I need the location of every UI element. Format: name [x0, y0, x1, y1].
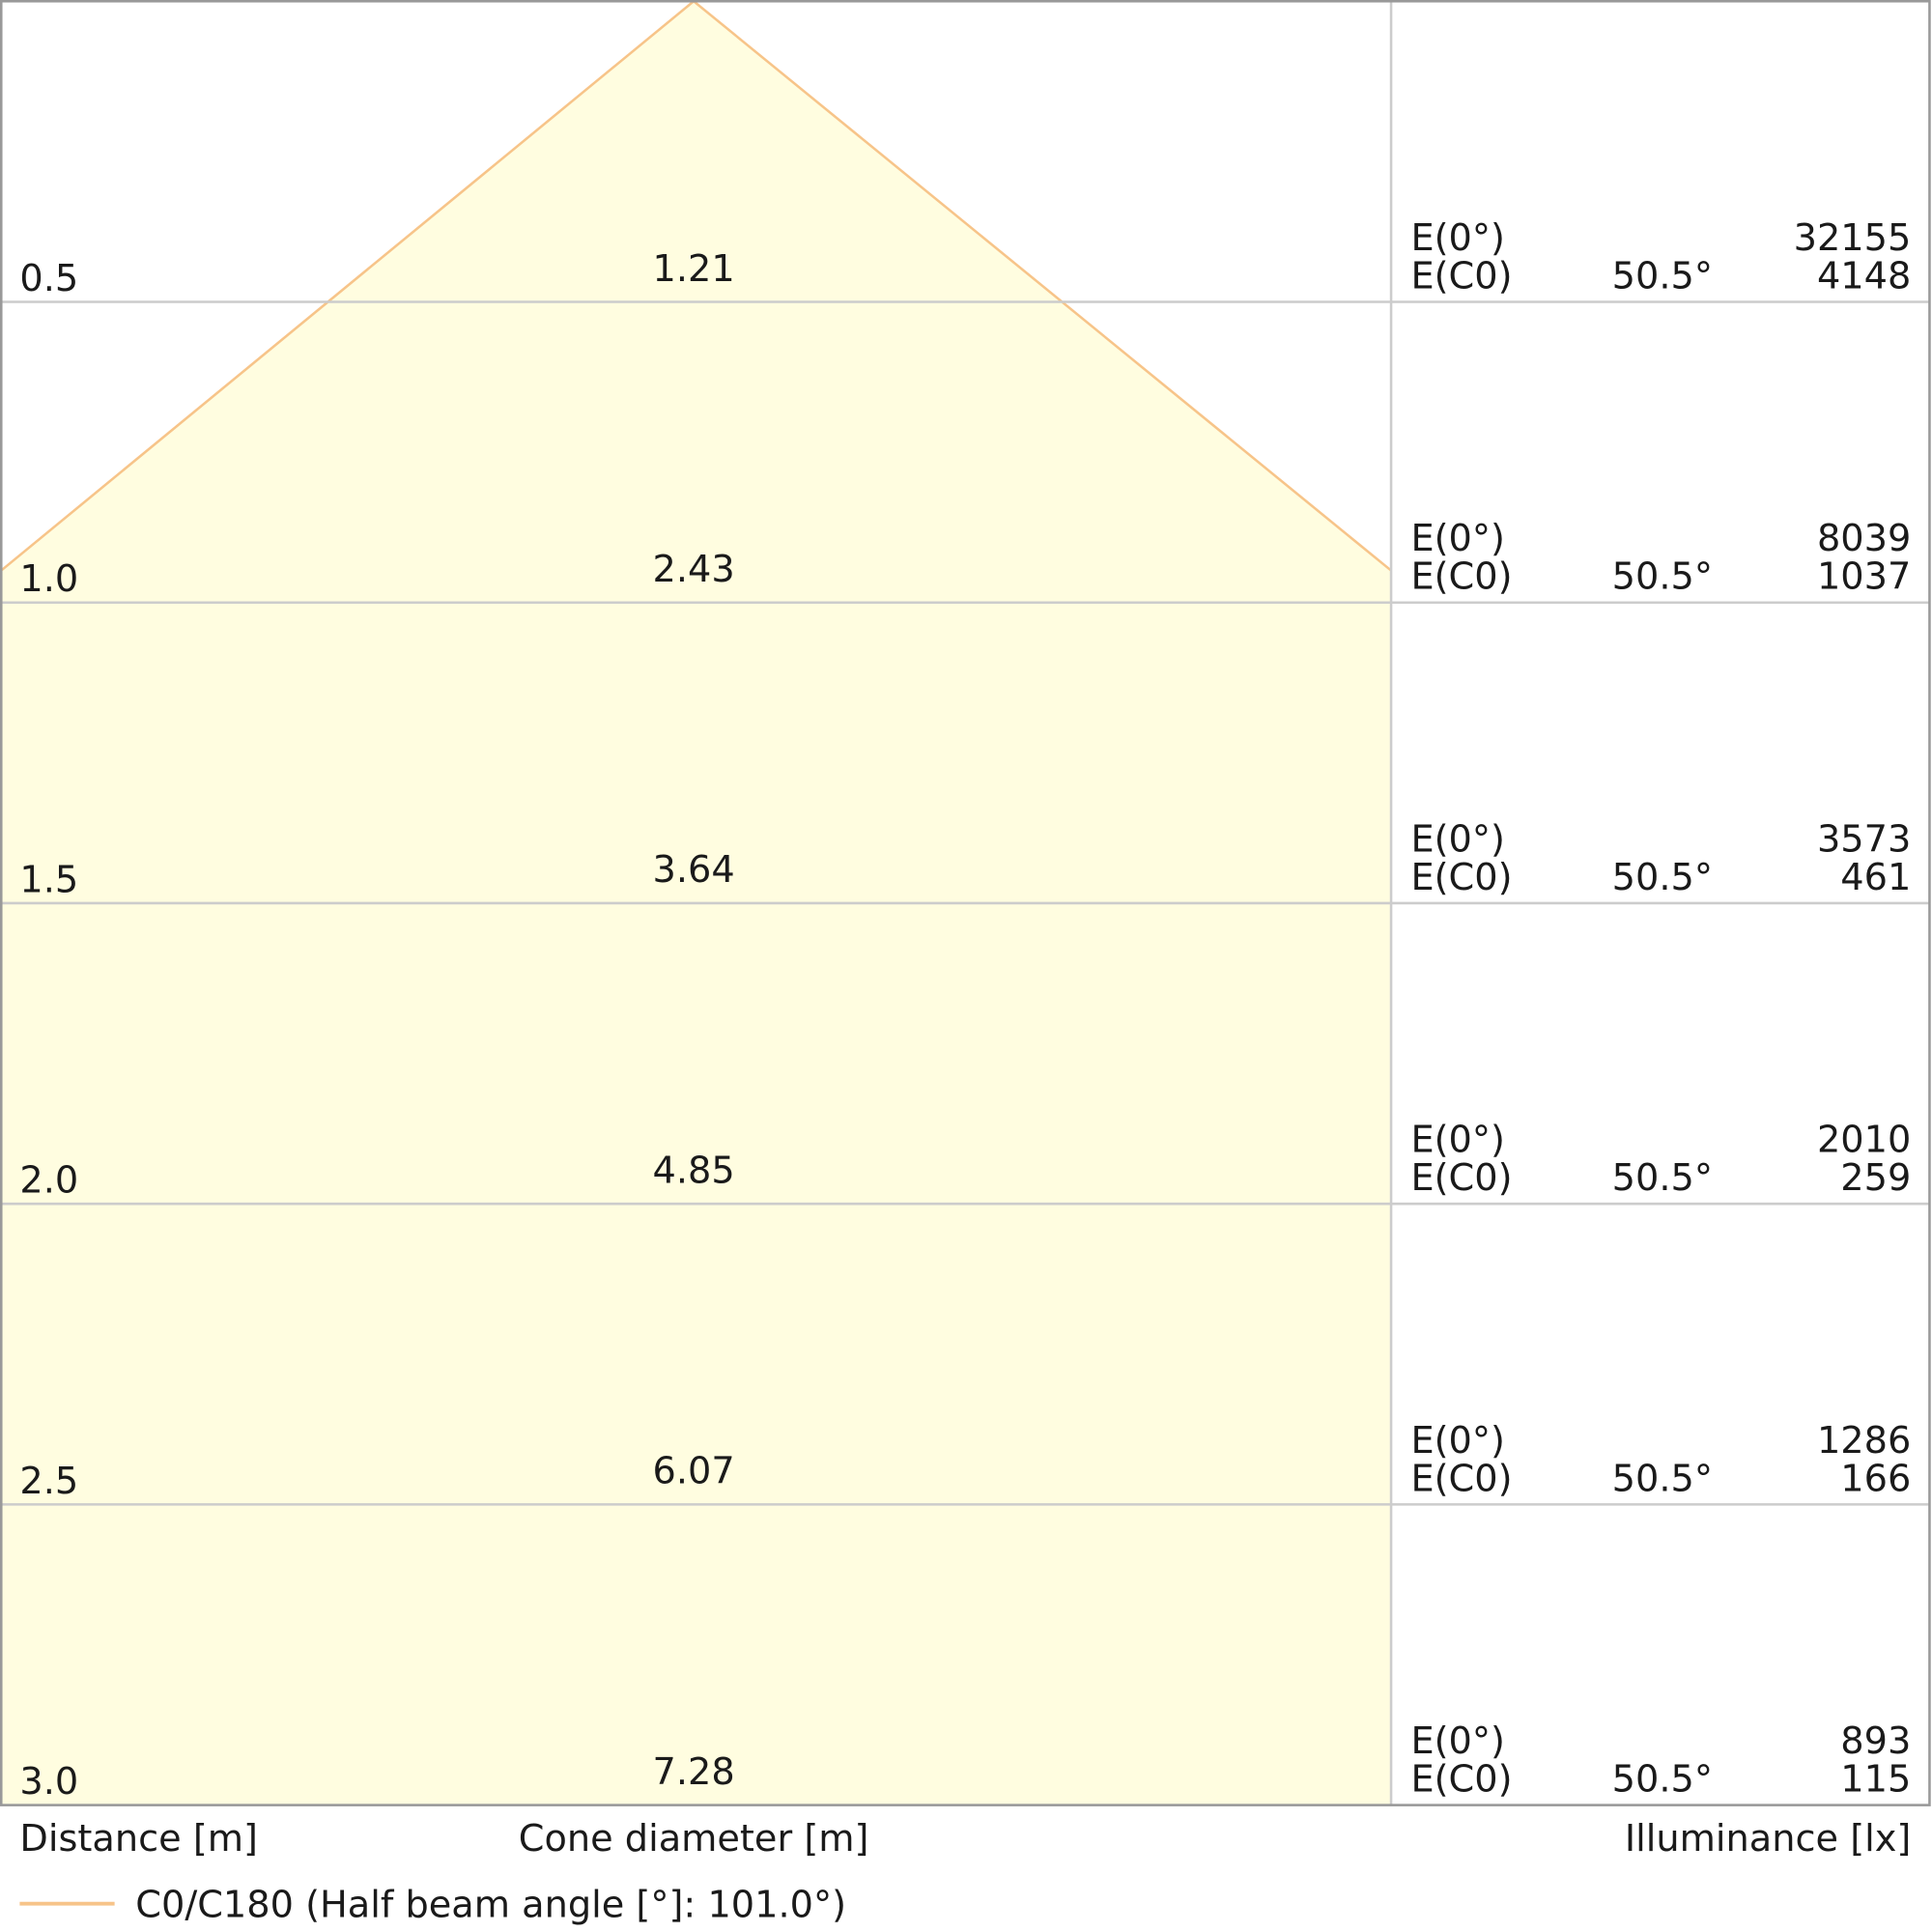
e0-value: 8039 — [1817, 517, 1911, 560]
e0-label: E(0°) — [1410, 216, 1504, 260]
angle: 50.5° — [1612, 555, 1713, 599]
e0-value: 2010 — [1817, 1119, 1911, 1162]
ec0-label: E(C0) — [1410, 1457, 1512, 1500]
e0-label: E(0°) — [1410, 1719, 1504, 1763]
ec0-value: 259 — [1840, 1156, 1911, 1200]
ec0-label: E(C0) — [1410, 1758, 1512, 1802]
ec0-value: 4148 — [1817, 254, 1911, 298]
ec0-value: 166 — [1840, 1457, 1911, 1500]
e0-label: E(0°) — [1410, 517, 1504, 560]
e0-value: 1286 — [1817, 1419, 1911, 1463]
distance: 0.5 — [19, 257, 78, 300]
distance: 2.5 — [19, 1460, 78, 1503]
cone-diameter: 3.64 — [653, 848, 735, 892]
distance: 1.5 — [19, 858, 78, 901]
ec0-label: E(C0) — [1410, 254, 1512, 298]
cone-diameter: 6.07 — [653, 1450, 735, 1493]
legend-label: C0/C180 (Half beam angle [°]: 101.0°) — [135, 1884, 846, 1927]
cone-diameter: 1.21 — [653, 247, 735, 291]
distance: 2.0 — [19, 1159, 78, 1203]
ec0-label: E(C0) — [1410, 555, 1512, 599]
distance-axis-label: Distance [m] — [19, 1817, 258, 1861]
e0-label: E(0°) — [1410, 817, 1504, 861]
e0-value: 32155 — [1794, 216, 1912, 260]
angle: 50.5° — [1612, 1156, 1713, 1200]
illuminance-axis-label: Illuminance [lx] — [1625, 1817, 1911, 1861]
e0-value: 893 — [1840, 1719, 1911, 1763]
distance: 3.0 — [19, 1760, 78, 1804]
ec0-label: E(C0) — [1410, 1156, 1512, 1200]
angle: 50.5° — [1612, 856, 1713, 899]
diameter-axis-label: Cone diameter [m] — [519, 1817, 869, 1861]
frame — [0, 0, 1931, 1806]
ec0-value: 1037 — [1817, 555, 1911, 599]
e0-label: E(0°) — [1410, 1419, 1504, 1463]
e0-value: 3573 — [1817, 817, 1911, 861]
cone-diameter: 2.43 — [653, 548, 735, 591]
cone-diameter: 7.28 — [653, 1750, 735, 1794]
cone-diameter: 4.85 — [653, 1149, 735, 1192]
e0-label: E(0°) — [1410, 1119, 1504, 1162]
angle: 50.5° — [1612, 1758, 1713, 1802]
ec0-value: 115 — [1840, 1758, 1911, 1802]
angle: 50.5° — [1612, 254, 1713, 298]
ec0-label: E(C0) — [1410, 856, 1512, 899]
angle: 50.5° — [1612, 1457, 1713, 1500]
distance: 1.0 — [19, 557, 78, 601]
ec0-value: 461 — [1840, 856, 1911, 899]
